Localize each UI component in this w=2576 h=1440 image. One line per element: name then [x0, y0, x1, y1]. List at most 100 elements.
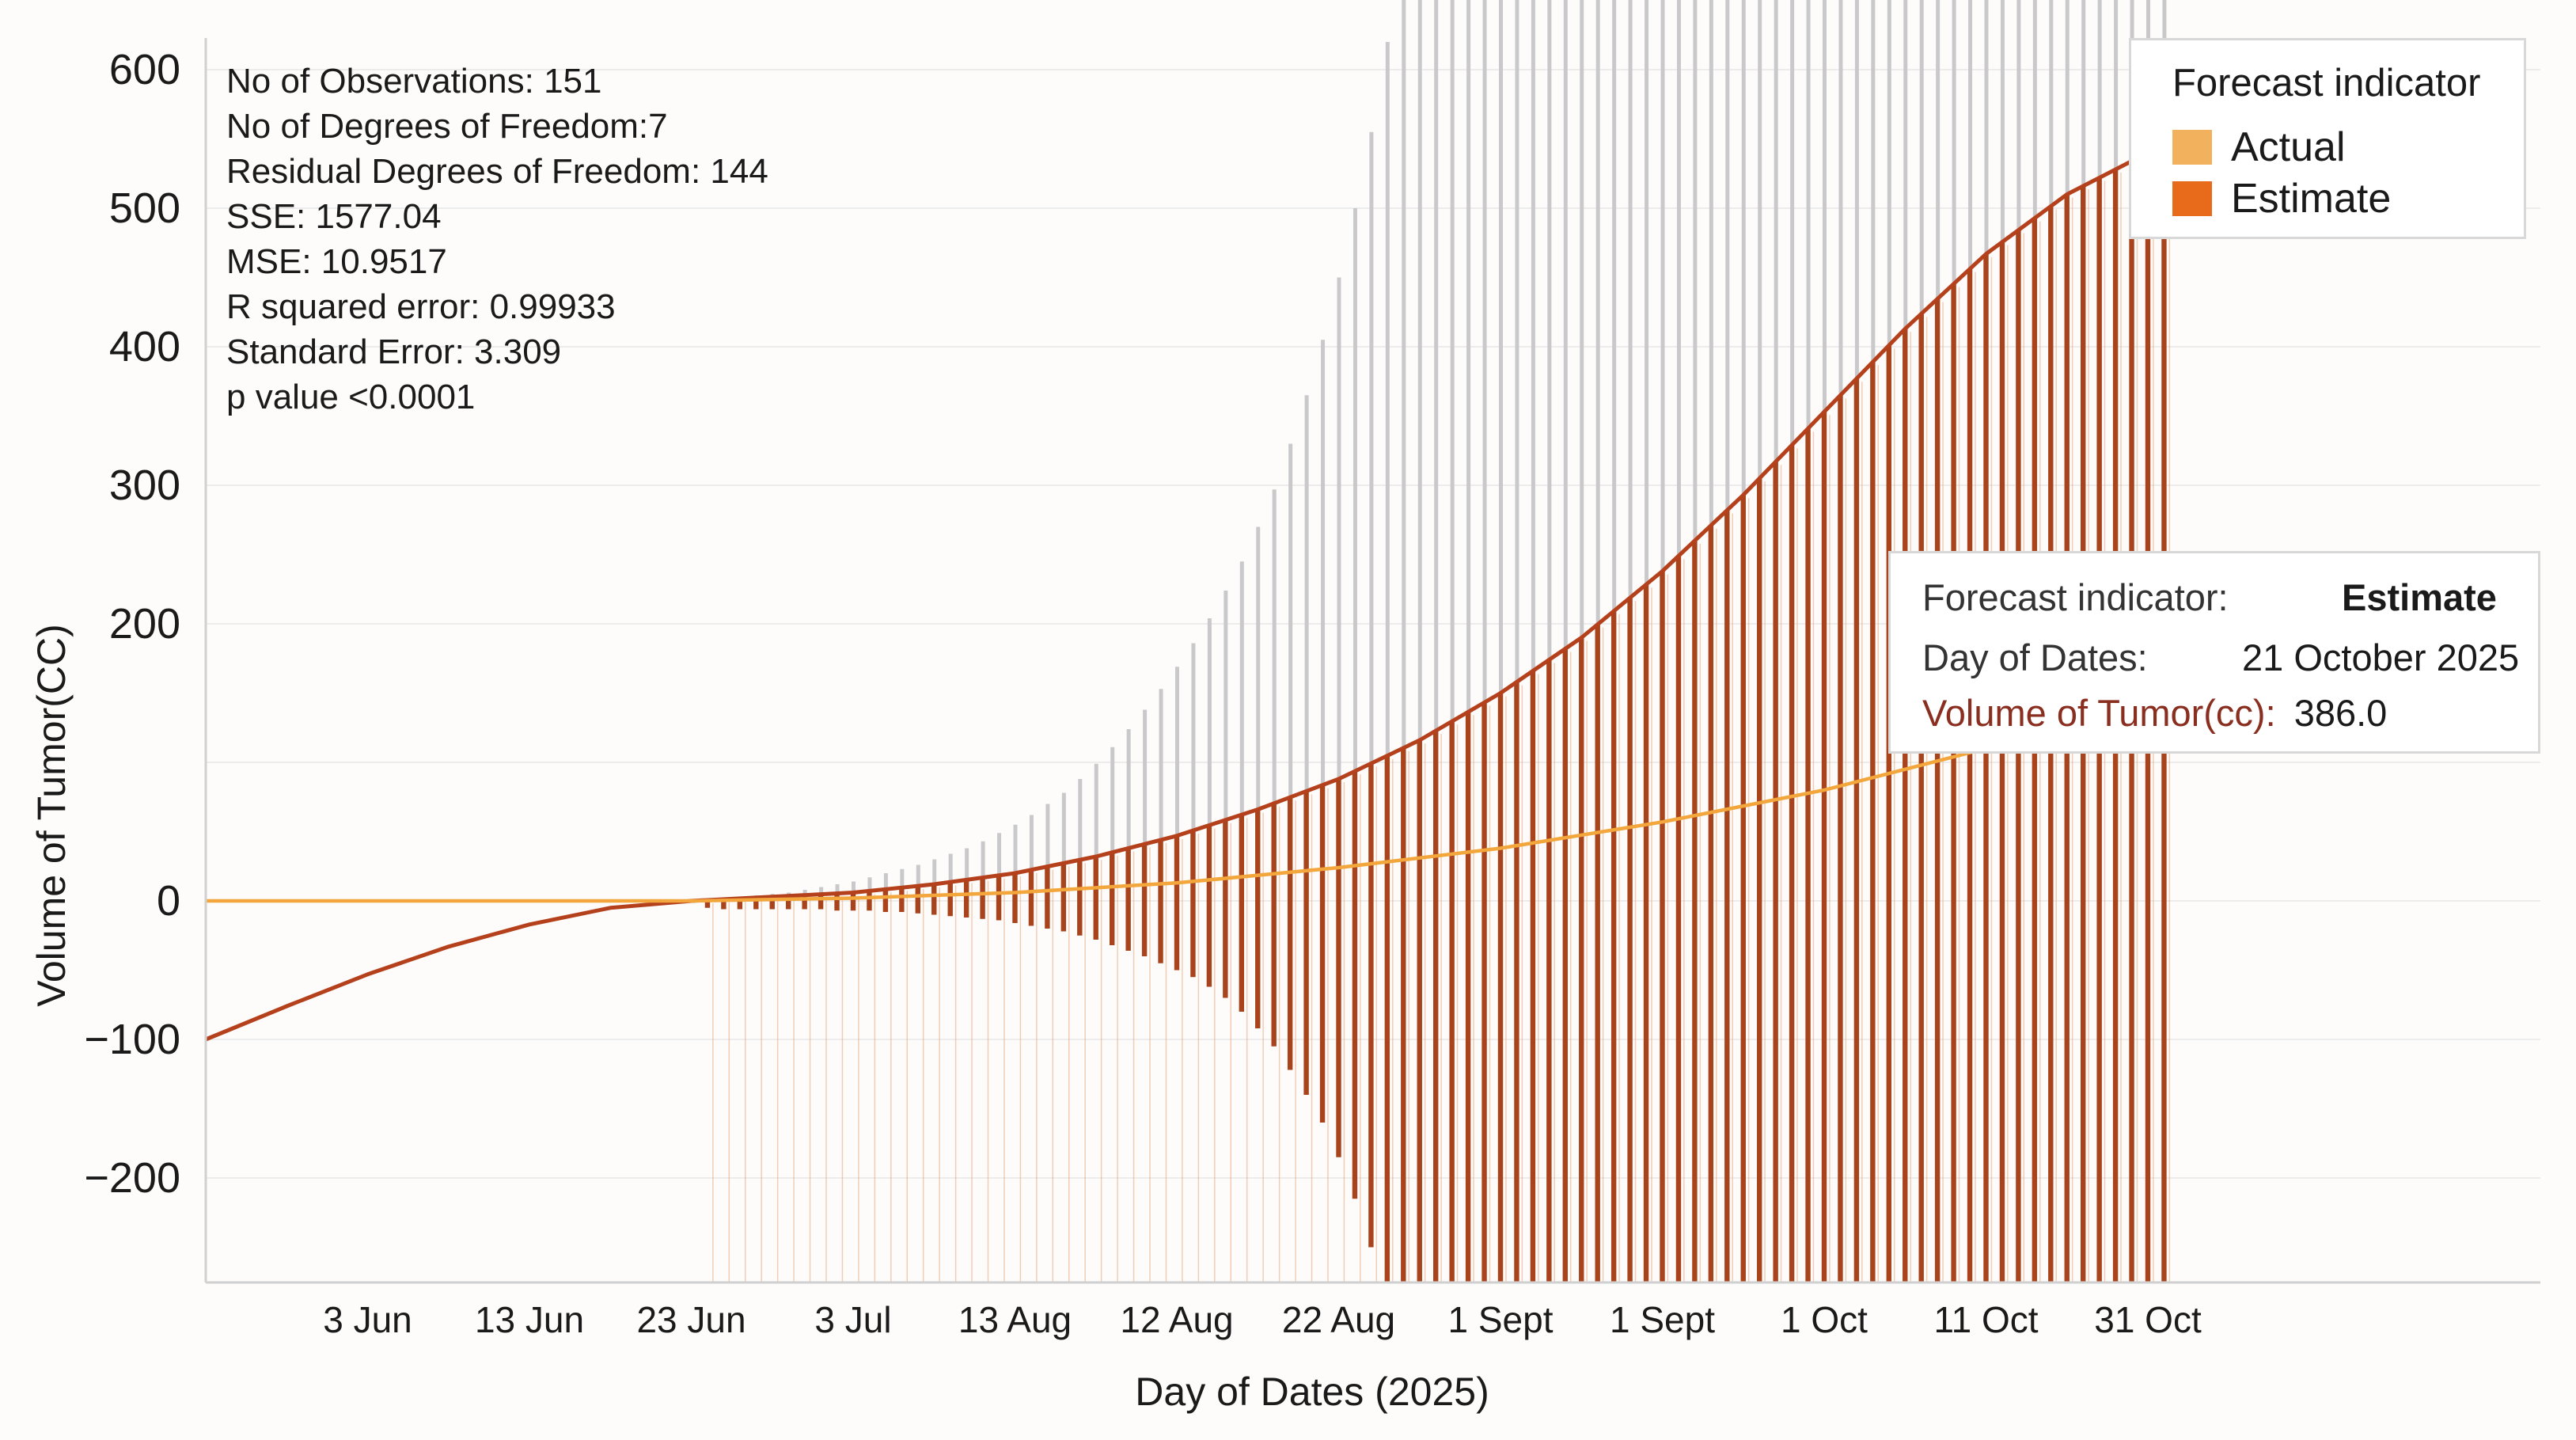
estimate-bar	[1077, 860, 1083, 901]
estimate-negative-bar	[1853, 901, 1860, 1282]
estimate-bar	[1530, 671, 1536, 901]
actual-bar	[932, 859, 937, 901]
estimate-bar	[1012, 873, 1018, 901]
legend-item-estimate[interactable]: Estimate	[2172, 175, 2391, 222]
estimate-negative-bar	[1287, 901, 1293, 1070]
actual-bar	[1434, 0, 1439, 901]
y-tick-label: 0	[157, 877, 180, 925]
actual-bar	[1159, 689, 1163, 901]
tooltip-key: Volume of Tumor(cc):	[1922, 692, 2276, 734]
estimate-negative-bar	[1546, 901, 1552, 1282]
estimate-negative-bar	[980, 901, 985, 919]
tooltip-row-date: Day of Dates: 21 October 2025	[1922, 636, 2519, 679]
actual-bar	[965, 848, 969, 901]
estimate-negative-bar	[737, 901, 743, 910]
x-tick-label: 1 Sept	[1448, 1299, 1554, 1340]
axes	[204, 38, 2540, 1284]
estimate-bar	[1401, 747, 1406, 901]
actual-bar	[1385, 42, 1390, 901]
estimate-negative-bar	[1206, 901, 1212, 987]
actual-bar	[1612, 0, 1617, 901]
x-tick-label: 22 Aug	[1282, 1299, 1395, 1340]
actual-bar	[1272, 489, 1277, 901]
estimate-negative-bar	[1158, 901, 1163, 963]
actual-bar	[1013, 824, 1018, 901]
x-axis-label: Day of Dates (2025)	[1135, 1370, 1489, 1414]
estimate-negative-bar	[1708, 901, 1714, 1282]
stat-sse: SSE: 1577.04	[226, 197, 442, 236]
estimate-bar	[1206, 825, 1212, 901]
estimate-negative-bar	[1660, 901, 1665, 1282]
estimate-bar	[1223, 819, 1228, 901]
estimate-negative-bar	[1579, 901, 1584, 1282]
legend-item-actual[interactable]: Actual	[2172, 123, 2346, 171]
actual-fit-line	[206, 652, 2246, 903]
estimate-bar	[2112, 169, 2119, 901]
estimate-negative-bar	[1028, 901, 1034, 926]
estimate-bar	[1497, 693, 1504, 901]
tooltip-value: 21 October 2025	[2242, 636, 2520, 678]
estimate-negative-bar	[1903, 901, 1908, 1282]
estimate-negative-bar	[1870, 901, 1876, 1282]
estimate-negative-bar	[1465, 901, 1471, 1282]
estimate-bar	[1384, 755, 1390, 901]
actual-bar	[1224, 591, 1228, 901]
actual-bar	[981, 841, 985, 901]
estimate-bar	[1174, 835, 1180, 901]
actual-bar	[1045, 804, 1050, 901]
estimate-negative-bar	[1740, 901, 1746, 1282]
legend-label-actual: Actual	[2231, 124, 2346, 170]
estimate-negative-bar	[786, 901, 791, 910]
estimate-bar	[1336, 779, 1341, 901]
actual-bar	[1547, 0, 1552, 901]
estimate-negative-bar	[2032, 901, 2038, 1282]
y-tick-label: 200	[109, 600, 180, 648]
x-tick-label: 3 Jul	[814, 1299, 891, 1340]
x-tick-label: 31 Oct	[2094, 1299, 2202, 1340]
stat-observations: No of Observations: 151	[226, 62, 602, 101]
estimate-negative-bar	[1789, 901, 1795, 1282]
estimate-bar	[1562, 648, 1568, 901]
estimate-negative-bar	[963, 901, 969, 918]
estimate-negative-bar	[2161, 901, 2167, 1282]
estimate-bar	[1821, 412, 1827, 901]
estimate-bar	[1692, 541, 1698, 901]
estimate-bar	[2129, 161, 2134, 901]
actual-bar	[997, 833, 1002, 901]
estimate-negative-bar	[1724, 901, 1730, 1282]
estimate-bar	[996, 875, 1002, 901]
estimate-negative-bar	[2081, 901, 2086, 1282]
estimate-bar	[1514, 682, 1519, 901]
actual-bar	[1304, 395, 1309, 901]
x-tick-label: 1 Sept	[1610, 1299, 1715, 1340]
actual-bar	[1515, 0, 1519, 901]
actual-bar	[1417, 0, 1422, 901]
estimate-negative-bar	[1497, 901, 1504, 1282]
actual-bar	[1256, 526, 1261, 901]
tooltip-value: Estimate	[2342, 576, 2497, 618]
estimate-negative-bar	[769, 901, 775, 910]
estimate-bar	[1303, 791, 1309, 901]
estimate-negative-bar	[2145, 901, 2151, 1282]
estimate-bar	[1757, 478, 1762, 901]
estimate-bar	[1465, 712, 1471, 901]
estimate-bar	[1239, 815, 1244, 901]
actual-bar	[883, 873, 888, 901]
estimate-negative-bar	[996, 901, 1002, 921]
estimate-bar	[963, 880, 969, 901]
estimate-bar	[2081, 186, 2086, 901]
estimate-negative-bar	[899, 901, 905, 912]
estimate-bar	[980, 877, 985, 901]
estimate-negative-bar	[1271, 901, 1277, 1047]
estimate-negative-bar	[1838, 901, 1843, 1282]
estimate-negative-bar	[2064, 901, 2070, 1282]
estimate-bar	[1417, 740, 1422, 901]
actual-bar	[1774, 0, 1778, 901]
estimate-negative-bar	[915, 901, 920, 914]
actual-bar	[1741, 0, 1746, 901]
estimate-negative-bar	[1093, 901, 1098, 940]
estimate-negative-bar	[818, 901, 824, 910]
x-tick-label: 13 Jun	[475, 1299, 584, 1340]
actual-bar	[1126, 729, 1131, 901]
estimate-bar	[882, 889, 889, 901]
